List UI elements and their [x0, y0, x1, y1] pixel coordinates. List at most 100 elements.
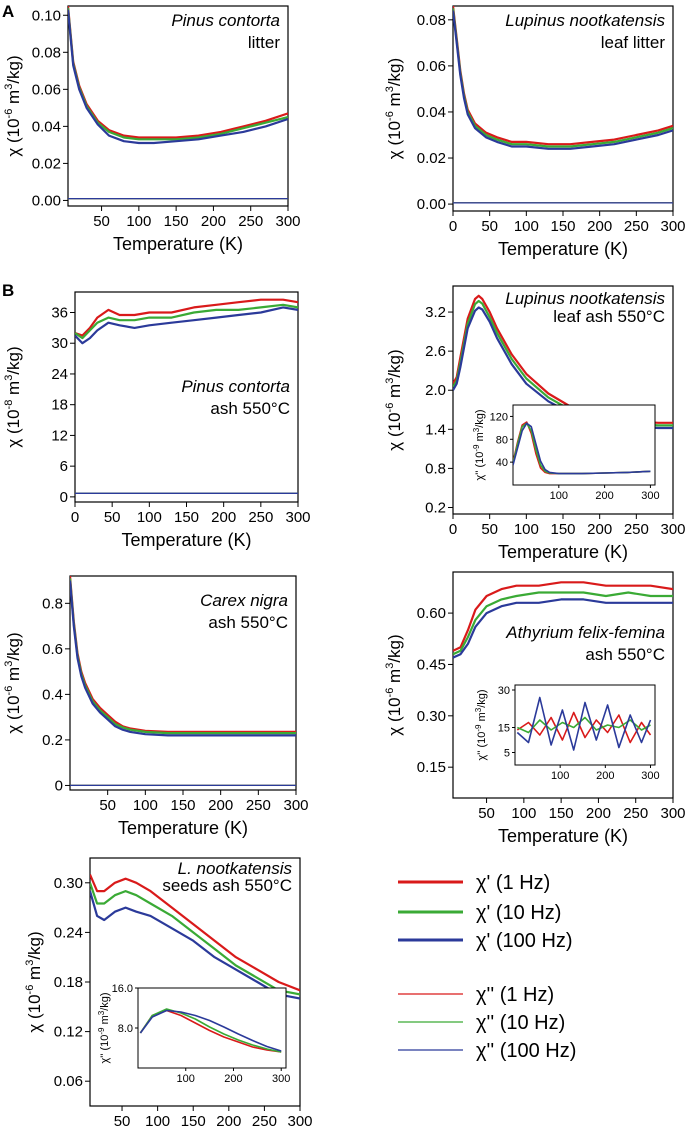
- inset-y-tick-label: 8.0: [118, 1023, 133, 1035]
- x-tick-label: 150: [164, 213, 189, 230]
- x-tick-label: 50: [481, 218, 498, 235]
- x-tick-label: 250: [246, 797, 271, 814]
- x-tick-label: 250: [624, 218, 649, 235]
- legend: χ' (1 Hz) χ' (10 Hz) χ' (100 Hz) χ'' (1 Hz)…: [398, 872, 576, 1062]
- x-tick-label: 150: [550, 521, 575, 538]
- inset-x-tick-label: 100: [551, 770, 569, 782]
- chart-pinus-ash: 0 50 100 150 200 250 300 0 6 12 18 24 30 36 Temperatur…: [3, 291, 311, 550]
- series-line: [453, 10, 673, 150]
- y-axis-label: χ (10-6 m3/kg): [3, 632, 23, 733]
- y-tick-label: 0.8: [42, 595, 63, 612]
- chart-title-species: Athyrium felix-femina: [505, 623, 665, 642]
- inset-x-tick-label: 300: [641, 770, 659, 782]
- chart-title-sample: ash 550°C: [208, 613, 288, 632]
- y-tick-label: 0.02: [417, 150, 446, 167]
- y-tick-label: 18: [51, 397, 68, 414]
- x-tick-label: 0: [71, 509, 79, 526]
- x-tick-label: 50: [478, 805, 495, 822]
- inset-x-tick-label: 200: [595, 490, 613, 502]
- y-tick-label: 0.60: [417, 605, 446, 622]
- y-tick-label: 0.08: [32, 44, 61, 61]
- inset-series-line: [516, 716, 651, 734]
- plot-frame: [452, 571, 674, 799]
- chart-title-species: Carex nigra: [200, 591, 288, 610]
- series-line: [90, 874, 300, 992]
- y-tick-label: 0.8: [425, 460, 446, 477]
- x-tick-label: 100: [514, 218, 539, 235]
- chart-carex-ash: 50 100 150 200 250 300 0 0.2 0.4 0.6 0.8 Temperatur…: [3, 575, 309, 838]
- x-tick-label: 200: [208, 797, 233, 814]
- y-tick-label: 30: [51, 335, 68, 352]
- chart-title-species: Pinus contorta: [171, 11, 280, 30]
- y-tick-label: 0.15: [417, 759, 446, 776]
- y-tick-label: 0.06: [417, 58, 446, 75]
- chart-title-sample: leaf ash 550°C: [553, 307, 665, 326]
- x-tick-label: 300: [660, 805, 685, 822]
- legend-label: χ'' (100 Hz): [476, 1040, 576, 1062]
- y-axis-label: χ (10-8 m3/kg): [3, 346, 23, 447]
- y-tick-label: 0.45: [417, 656, 446, 673]
- x-axis-label: Temperature (K): [113, 234, 243, 254]
- x-axis-label: Temperature (K): [498, 542, 628, 562]
- inset-series-line: [513, 422, 651, 475]
- x-tick-label: 50: [481, 521, 498, 538]
- chart-athyrium-ash: 50 100 150 200 250 300 0.15 0.30 0.45 0.60 Tempera…: [384, 571, 685, 846]
- y-tick-label: 0.30: [54, 875, 83, 892]
- series-line: [75, 306, 298, 345]
- x-tick-label: 100: [511, 805, 536, 822]
- x-tick-label: 100: [514, 521, 539, 538]
- series-line: [75, 298, 298, 337]
- series-line: [68, 9, 288, 145]
- x-tick-label: 150: [550, 218, 575, 235]
- x-tick-label: 100: [126, 213, 151, 230]
- inset-x-tick-label: 100: [550, 490, 568, 502]
- y-tick-label: 0: [60, 489, 68, 506]
- y-axis-label: χ (10-6 m3/kg): [24, 931, 44, 1032]
- x-tick-label: 200: [201, 213, 226, 230]
- chart-lupinus-litter: 0 50 100 150 200 250 300 0.00 0.02 0.04 0.06 0.08 Te…: [384, 5, 685, 259]
- panel-label-a: A: [2, 2, 14, 21]
- chart-lupinus-ash: 0 50 100 150 200 250 300 0.2 0.8 1.4 2.0 2.6 3.2 Temp…: [384, 285, 685, 562]
- y-tick-label: 0.00: [417, 196, 446, 213]
- chart-title-sample: leaf litter: [601, 33, 666, 52]
- y-tick-label: 0.06: [32, 81, 61, 98]
- chart-pinus-litter: 50 100 150 200 250 300 0.00 0.02 0.04 0.06 0.08 0.1…: [3, 5, 301, 254]
- y-tick-label: 0.24: [54, 924, 83, 941]
- inset-series-line: [139, 1008, 282, 1053]
- x-tick-label: 250: [238, 213, 263, 230]
- y-tick-label: 0.08: [417, 12, 446, 29]
- y-tick-label: 2.6: [425, 343, 446, 360]
- legend-label: χ' (10 Hz): [476, 902, 561, 924]
- x-tick-label: 300: [285, 509, 310, 526]
- x-tick-label: 150: [174, 509, 199, 526]
- y-tick-label: 36: [51, 304, 68, 321]
- y-tick-label: 0.12: [54, 1024, 83, 1041]
- inset-x-tick-label: 100: [177, 1073, 195, 1085]
- x-tick-label: 250: [252, 1113, 277, 1130]
- series-line: [453, 581, 673, 652]
- plot-frame: [89, 857, 301, 1107]
- x-tick-label: 200: [587, 218, 612, 235]
- x-tick-label: 300: [287, 1113, 312, 1130]
- series-line: [453, 591, 673, 656]
- chart-title-species: Lupinus nootkatensis: [505, 289, 665, 308]
- inset-y-tick-label: 80: [496, 434, 508, 446]
- y-tick-label: 0.04: [417, 104, 446, 121]
- y-tick-label: 0.00: [32, 192, 61, 209]
- chart-title-sample: ash 550°C: [585, 645, 665, 664]
- y-tick-label: 0.30: [417, 708, 446, 725]
- legend-label: χ' (100 Hz): [476, 930, 573, 952]
- x-tick-label: 200: [587, 521, 612, 538]
- x-tick-label: 100: [137, 509, 162, 526]
- y-tick-label: 0.2: [42, 732, 63, 749]
- x-tick-label: 50: [114, 1113, 131, 1130]
- y-tick-label: 0.04: [32, 118, 61, 135]
- chart-seeds-ash: 501001502002503000.060.120.180.240.30Tem…: [24, 857, 313, 1135]
- y-tick-label: 0.6: [42, 641, 63, 658]
- inset-y-tick-label: 30: [498, 685, 510, 697]
- x-tick-label: 50: [104, 509, 121, 526]
- series-line: [90, 882, 300, 996]
- inset-x-tick-label: 300: [272, 1073, 290, 1085]
- y-tick-label: 6: [60, 458, 68, 475]
